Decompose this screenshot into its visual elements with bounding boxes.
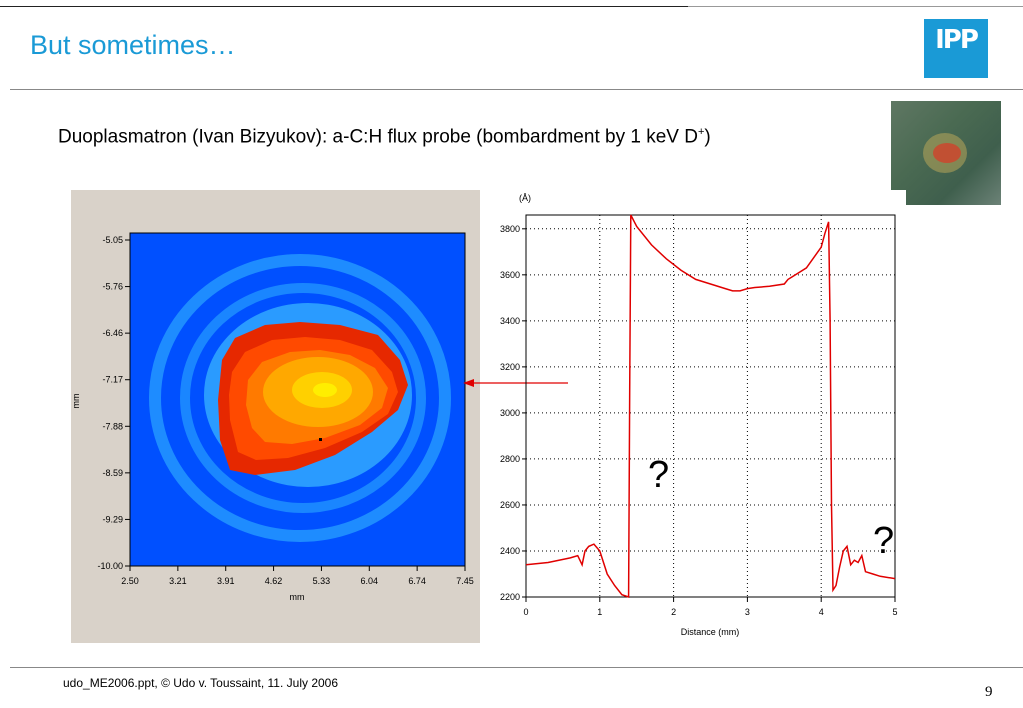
profile-y-tick-label: 3400	[500, 316, 520, 326]
subtitle-text: Duoplasmatron (Ivan Bizyukov): a-C:H flu…	[58, 126, 698, 148]
slide-subtitle: Duoplasmatron (Ivan Bizyukov): a-C:H flu…	[58, 126, 711, 148]
profile-unit-label: (Å)	[519, 193, 531, 203]
heatmap-xlabel: mm	[290, 592, 305, 602]
profile-graph-background	[480, 190, 906, 643]
ipp-logo-text: IPP	[935, 25, 979, 55]
heatmap-y-tick-label: -7.88	[102, 421, 123, 431]
heatmap-y-tick-label: -5.05	[102, 235, 123, 245]
sample-photo	[891, 101, 1001, 205]
profile-x-tick-label: 1	[597, 607, 602, 617]
profile-x-ticks: 0 1 2 3 4 5	[523, 597, 898, 617]
sample-photo-svg	[923, 133, 967, 173]
profile-x-tick-label: 3	[745, 607, 750, 617]
page-number: 9	[985, 684, 993, 700]
heatmap-dot	[319, 438, 322, 441]
heatmap-ylabel: mm	[71, 394, 81, 409]
question-mark-2: ?	[873, 520, 894, 562]
profile-x-tick-label: 5	[892, 607, 897, 617]
profile-y-ticks: 2200 2400 2600 2800 3000 3200 3400 3600 3800	[500, 224, 526, 602]
heatmap-x-tick-label: 7.45	[456, 576, 474, 586]
heatmap-y-ticks: -5.05 -5.76 -6.46 -7.17 -7.88 -8.59 -9.29 -10.0…	[97, 235, 130, 571]
photo-spot	[933, 143, 961, 163]
heatmap-y-tick-label: -5.76	[102, 282, 123, 292]
top-rule-extension	[688, 6, 1023, 7]
profile-x-tick-label: 0	[523, 607, 528, 617]
pointer-arrow	[463, 379, 568, 387]
profile-y-tick-label: 3200	[500, 362, 520, 372]
heatmap-x-tick-label: 3.21	[169, 576, 187, 586]
heatmap-x-tick-label: 6.74	[408, 576, 426, 586]
heatmap: 2.50 3.21 3.91 4.62 5.33 6.04 6.74 7.45 -5.05-5…	[71, 232, 474, 602]
subtitle-end: )	[704, 126, 711, 148]
profile-frame	[525, 214, 896, 598]
heatmap-x-tick-label: 2.50	[121, 576, 139, 586]
heatmap-zone-6	[313, 383, 337, 397]
profile-y-tick-label: 2800	[500, 454, 520, 464]
slide-title: But sometimes…	[30, 30, 236, 60]
profile-y-tick-label: 2600	[500, 500, 520, 510]
profile-chart: (Å) 0 1 2 3 4 5 2200 2400 2600 2800 3000 3200 3400 3…	[500, 193, 898, 637]
profile-x-tick-label: 4	[819, 607, 824, 617]
heatmap-y-tick-label: -8.59	[102, 468, 123, 478]
heatmap-y-tick-label: -9.29	[102, 514, 123, 524]
heatmap-frame	[129, 232, 466, 567]
profile-series-line	[525, 214, 896, 599]
profile-y-tick-label: 2400	[500, 546, 520, 556]
heatmap-x-tick-label: 5.33	[313, 576, 331, 586]
heatmap-y-tick-label: -6.46	[102, 328, 123, 338]
ipp-logo: IPP	[924, 19, 988, 78]
header-rule	[10, 89, 1023, 90]
heatmap-x-tick-label: 4.62	[265, 576, 283, 586]
heatmap-middle-ring	[180, 283, 426, 513]
heatmap-x-tick-label: 3.91	[217, 576, 235, 586]
heatmap-y-tick-label: -10.00	[97, 561, 123, 571]
profile-x-tick-label: 2	[671, 607, 676, 617]
footer-rule	[10, 667, 1023, 668]
profile-y-tick-label: 2200	[500, 592, 520, 602]
footer-text: udo_ME2006.ppt, © Udo v. Toussaint, 11. …	[63, 676, 339, 690]
question-mark-1: ?	[648, 454, 669, 496]
heatmap-outer-ring	[149, 254, 451, 542]
profile-y-tick-label: 3000	[500, 408, 520, 418]
heatmap-x-tick-label: 6.04	[361, 576, 379, 586]
profile-grid	[526, 215, 895, 597]
heatmap-x-ticks: 2.50 3.21 3.91 4.62 5.33 6.04 6.74 7.45	[121, 566, 474, 586]
heatmap-y-tick-label: -7.17	[102, 375, 123, 385]
profile-xlabel: Distance (mm)	[681, 627, 740, 637]
subtitle-superscript: +	[697, 126, 705, 138]
arrow-head	[463, 379, 474, 387]
top-rule	[0, 6, 688, 7]
profile-y-tick-label: 3800	[500, 224, 520, 234]
profile-y-tick-label: 3600	[500, 270, 520, 280]
